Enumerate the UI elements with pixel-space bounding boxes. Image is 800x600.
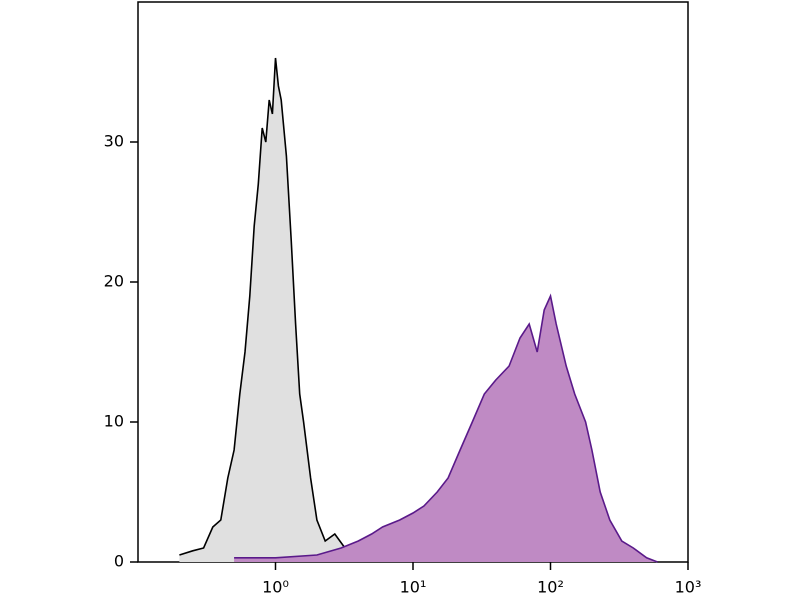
y-tick-label: 0 <box>114 552 124 571</box>
y-tick-label: 20 <box>104 272 124 291</box>
histogram-line <box>179 57 353 563</box>
x-tick-label: 10⁰ <box>262 578 289 597</box>
x-tick-label: 10¹ <box>400 578 427 597</box>
histogram-area <box>234 296 658 562</box>
y-tick-label: 30 <box>104 132 124 151</box>
histogram-area <box>179 58 352 562</box>
plot-frame <box>137 1 689 563</box>
x-tick-label: 10² <box>537 578 564 597</box>
y-tick-label: 10 <box>104 412 124 431</box>
histogram-line <box>234 293 658 563</box>
x-tick-label: 10³ <box>675 578 702 597</box>
